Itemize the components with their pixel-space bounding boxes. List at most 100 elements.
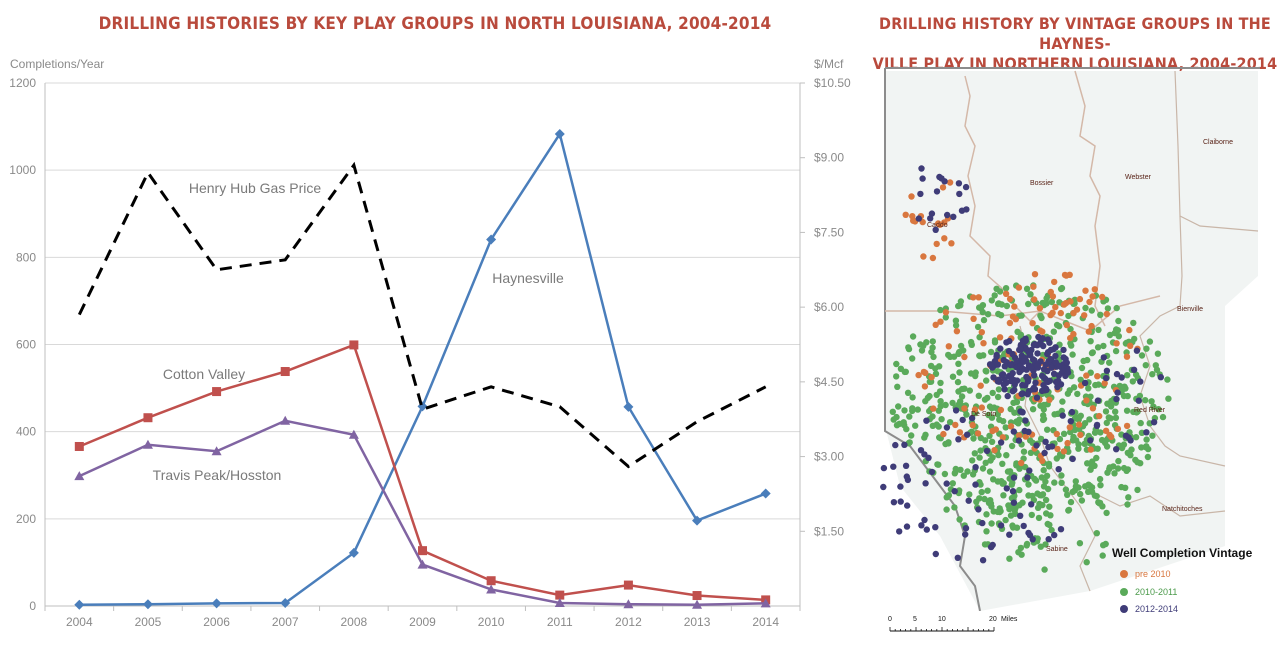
well-dot <box>1049 293 1057 300</box>
well-dot <box>1025 492 1032 499</box>
well-dot <box>889 408 896 415</box>
well-dot <box>1082 287 1089 294</box>
well-dot <box>932 524 939 531</box>
well-dot <box>1027 449 1035 456</box>
well-dot <box>972 481 979 488</box>
well-dot <box>890 499 898 506</box>
point-haynesville <box>211 598 222 609</box>
well-dot <box>1070 384 1078 391</box>
well-dot <box>941 235 948 242</box>
well-dot <box>971 450 978 457</box>
well-dot <box>984 311 992 318</box>
well-dot <box>982 459 989 466</box>
well-dot <box>1037 543 1044 550</box>
well-dot <box>956 190 963 198</box>
well-dot <box>1104 469 1111 476</box>
well-dot <box>1006 319 1014 327</box>
well-dot <box>952 317 960 324</box>
legend-label-pre-2010: pre 2010 <box>1135 569 1171 579</box>
well-dot <box>1063 321 1070 329</box>
well-dot <box>976 304 983 311</box>
well-dot <box>1006 295 1014 303</box>
well-dot <box>952 322 960 329</box>
well-dot <box>1029 406 1037 413</box>
well-dot <box>1037 327 1044 334</box>
well-dot <box>1010 474 1018 481</box>
well-dot <box>981 495 988 503</box>
well-dot <box>1137 378 1144 385</box>
well-dot <box>1152 362 1159 369</box>
well-dot <box>1065 506 1073 514</box>
point-travis-peak-hosston <box>142 439 153 449</box>
well-dot <box>978 404 985 411</box>
well-dot <box>953 328 961 335</box>
well-dot <box>928 374 935 381</box>
well-dot <box>958 393 966 400</box>
well-dot <box>1040 401 1048 409</box>
well-dot <box>1010 499 1018 506</box>
well-dot <box>918 165 925 172</box>
well-dot <box>920 253 927 260</box>
well-dot <box>1094 373 1101 380</box>
well-dot <box>1069 437 1077 444</box>
well-dot <box>1072 483 1080 490</box>
well-dot <box>1008 481 1015 488</box>
well-dot <box>1102 408 1110 415</box>
well-dot <box>1002 516 1009 524</box>
well-dot <box>927 215 934 222</box>
point-haynesville <box>417 401 428 412</box>
well-dot <box>1042 478 1049 485</box>
y-tick-right: $7.50 <box>814 225 844 239</box>
well-dot <box>1060 346 1067 354</box>
well-dot <box>1023 540 1031 548</box>
well-dot <box>1124 372 1131 379</box>
well-dot <box>1068 342 1075 349</box>
well-dot <box>1075 421 1083 428</box>
well-dot <box>1052 303 1059 311</box>
well-dot <box>1043 472 1051 479</box>
well-dot <box>893 360 900 368</box>
well-dot <box>967 338 975 346</box>
well-dot <box>932 365 939 372</box>
y-tick-left: 400 <box>16 425 36 439</box>
well-dot <box>991 337 999 344</box>
well-dot <box>1120 441 1128 448</box>
well-dot <box>1038 314 1045 322</box>
well-dot <box>928 348 935 356</box>
well-dot <box>908 432 915 439</box>
well-dot <box>890 463 897 470</box>
x-tick-label: 2012 <box>615 615 642 629</box>
well-dot <box>1029 320 1036 327</box>
well-dot <box>955 401 962 408</box>
well-dot <box>1099 293 1106 301</box>
well-dot <box>1063 359 1070 366</box>
well-dot <box>1081 312 1088 319</box>
well-dot <box>1015 420 1022 427</box>
well-dot <box>1088 463 1096 470</box>
well-dot <box>1148 398 1155 405</box>
well-dot <box>1084 460 1091 467</box>
well-dot <box>1006 555 1013 562</box>
well-dot <box>880 483 887 491</box>
well-dot <box>998 301 1005 308</box>
well-dot <box>1083 372 1090 379</box>
y-tick-left: 1000 <box>9 163 36 177</box>
well-dot <box>1021 427 1028 435</box>
well-dot <box>1133 347 1141 354</box>
well-dot <box>1006 337 1013 345</box>
point-haynesville <box>280 597 291 608</box>
point-cotton-valley <box>486 576 496 586</box>
well-dot <box>1077 490 1084 498</box>
well-dot <box>943 480 950 487</box>
well-dot <box>1112 347 1120 355</box>
well-dot <box>951 488 958 495</box>
well-dot <box>921 516 928 524</box>
x-tick-label: 2014 <box>752 615 779 629</box>
well-dot <box>968 414 976 422</box>
well-dot <box>1064 390 1072 397</box>
well-dot <box>1024 474 1031 481</box>
well-dot <box>1106 359 1113 366</box>
well-dot <box>994 393 1002 401</box>
well-dot <box>1022 417 1029 424</box>
well-dot <box>965 497 972 504</box>
